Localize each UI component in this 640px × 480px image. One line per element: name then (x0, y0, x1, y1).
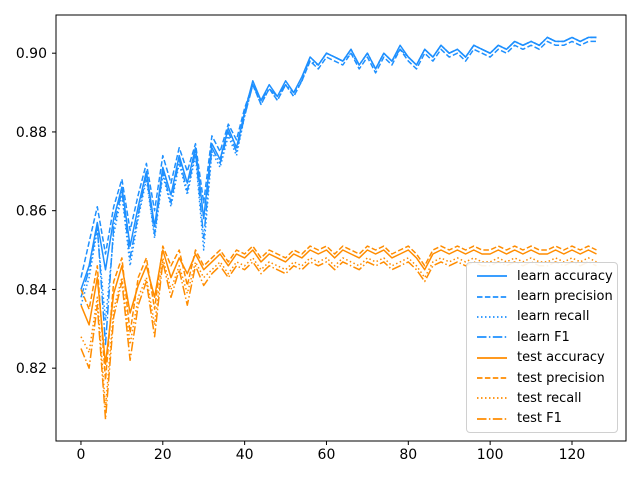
legend-entry-test-f1: test F1 (473, 409, 611, 429)
series-line-learn-precision (80, 40, 597, 278)
x-tick-label: 60 (318, 447, 336, 463)
y-tick-label: 0.82 (16, 361, 47, 377)
legend-entry-test-accuracy: test accuracy (473, 348, 611, 368)
legend-entry-learn-precision: learn precision (473, 287, 613, 307)
legend-label-learn-f1: learn F1 (517, 329, 570, 345)
legend-line-sample-test-precision (477, 377, 507, 379)
y-tick-label: 0.90 (16, 46, 47, 62)
legend-line-sample-test-accuracy (477, 356, 507, 359)
legend-line-sample-learn-accuracy (477, 275, 507, 278)
legend-label-learn-accuracy: learn accuracy (517, 268, 613, 284)
legend-label-test-accuracy: test accuracy (517, 350, 605, 366)
legend-line-sample-learn-precision (477, 295, 507, 298)
legend-label-test-recall: test recall (517, 390, 582, 406)
x-tick-label: 80 (399, 447, 417, 463)
legend: learn accuracy learn precision learn recal… (466, 262, 618, 433)
legend-entry-learn-accuracy: learn accuracy (473, 266, 613, 286)
x-tick-label: 20 (154, 447, 172, 463)
series-line-test-precision (80, 245, 597, 381)
legend-label-learn-precision: learn precision (517, 289, 613, 305)
legend-label-test-precision: test precision (517, 370, 605, 386)
y-tick-label: 0.84 (16, 282, 47, 298)
x-tick-label: 120 (559, 447, 586, 463)
legend-line-sample-test-recall (477, 397, 507, 400)
x-tick-label: 0 (76, 447, 85, 463)
legend-line-sample-learn-f1 (477, 336, 507, 339)
series-line-test-accuracy (80, 249, 597, 365)
plot-frame (55, 14, 627, 442)
legend-entry-test-precision: test precision (473, 368, 611, 388)
y-tick-label: 0.88 (16, 125, 47, 141)
legend-label-learn-recall: learn recall (517, 309, 590, 325)
x-tick-label: 40 (236, 447, 254, 463)
y-tick-label: 0.86 (16, 204, 47, 220)
legend-entry-test-recall: test recall (473, 388, 611, 408)
legend-entry-learn-recall: learn recall (473, 307, 611, 327)
legend-line-sample-learn-recall (477, 316, 507, 318)
series-line-learn-f1 (80, 36, 597, 346)
x-tick-label: 100 (477, 447, 504, 463)
legend-label-test-f1: test F1 (517, 411, 562, 427)
legend-line-sample-test-f1 (477, 417, 507, 420)
legend-entry-learn-f1: learn F1 (473, 327, 611, 347)
